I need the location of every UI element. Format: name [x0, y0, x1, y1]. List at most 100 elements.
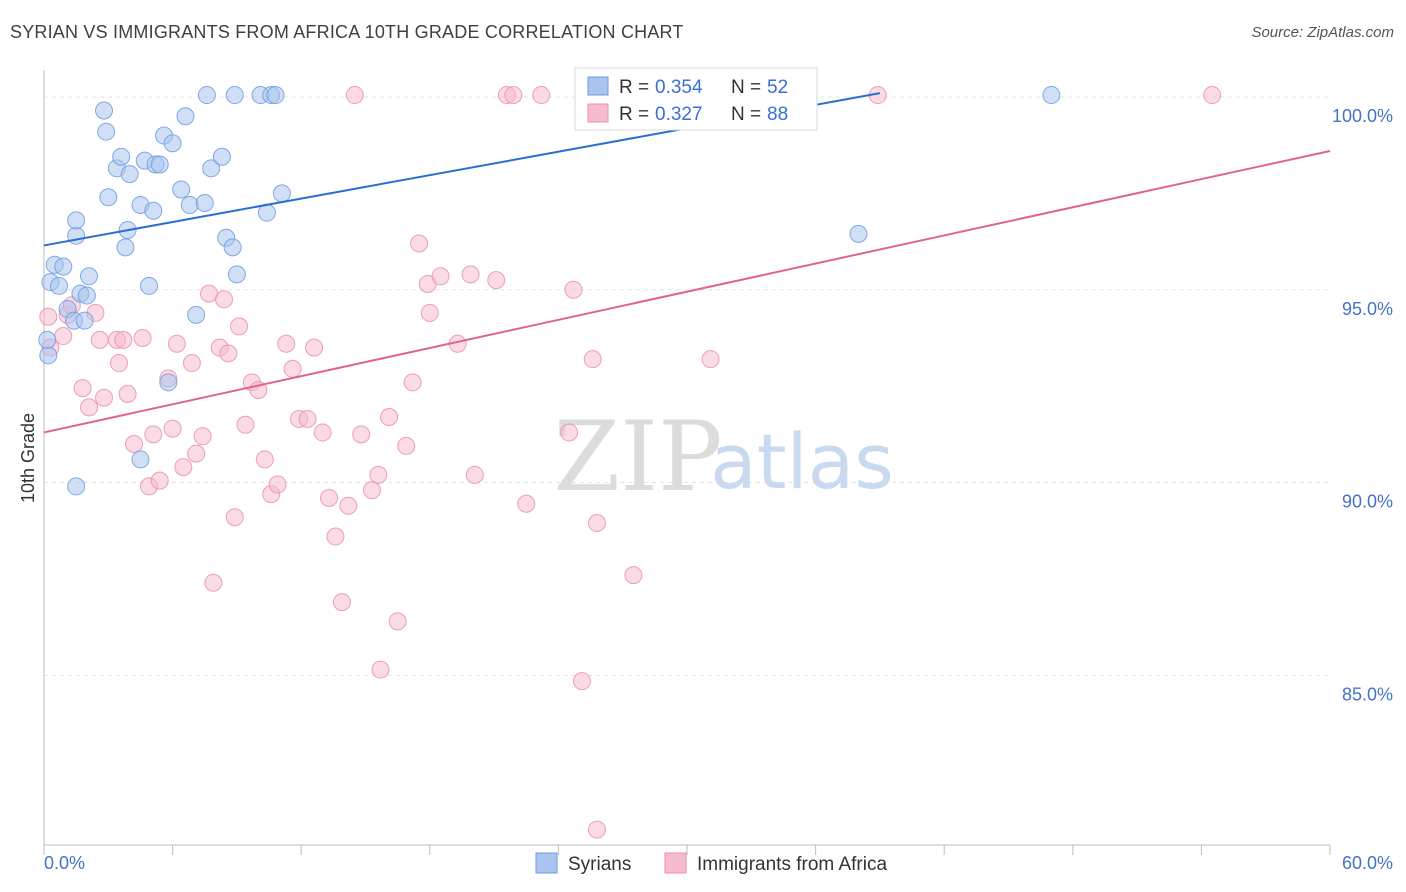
point-africa [125, 435, 144, 454]
point-africa [255, 450, 274, 469]
point-syrians [195, 194, 214, 213]
point-africa [420, 303, 439, 322]
point-africa [587, 820, 606, 839]
y-tick-label: 95.0% [1342, 299, 1393, 319]
point-africa [345, 86, 364, 105]
point-africa [465, 465, 484, 484]
point-syrians [50, 276, 69, 295]
chart-title: SYRIAN VS IMMIGRANTS FROM AFRICA 10TH GR… [10, 22, 684, 42]
point-syrians [187, 305, 206, 324]
stats-legend-box [574, 67, 818, 131]
watermark: ZIP atlas [553, 401, 893, 513]
point-syrians [54, 257, 73, 276]
point-africa [587, 514, 606, 533]
point-africa [339, 496, 358, 515]
trend-line-africa [43, 149, 1331, 434]
point-africa [268, 475, 287, 494]
point-syrians [849, 224, 868, 243]
point-syrians [1042, 86, 1061, 105]
point-africa [560, 423, 579, 442]
axes [43, 70, 1331, 855]
point-syrians [77, 286, 96, 305]
stats-r-value-africa: 0.327 [655, 104, 703, 125]
point-africa [332, 593, 351, 612]
point-syrians [75, 311, 94, 330]
point-syrians [67, 477, 86, 496]
point-africa [204, 573, 223, 592]
x-tick-labels: 0.0% 60.0% [44, 853, 1393, 873]
point-africa [110, 354, 129, 373]
point-africa [73, 379, 92, 398]
point-africa [532, 86, 551, 105]
point-africa [461, 265, 480, 284]
point-africa [572, 672, 591, 691]
point-africa [163, 419, 182, 438]
point-africa [305, 338, 324, 357]
point-syrians [159, 373, 178, 392]
point-africa [215, 290, 234, 309]
watermark-atlas: atlas [710, 417, 894, 506]
point-africa [144, 425, 163, 444]
point-africa [277, 334, 296, 353]
point-africa [133, 328, 152, 347]
point-syrians [38, 330, 57, 349]
point-africa [193, 427, 212, 446]
point-africa [90, 330, 109, 349]
y-tick-label: 100.0% [1332, 106, 1393, 126]
point-africa [583, 350, 602, 369]
legend-swatch-syrians [535, 852, 558, 874]
point-syrians [80, 267, 99, 286]
point-africa [388, 612, 407, 631]
point-syrians [116, 238, 135, 257]
point-syrians [112, 147, 131, 166]
point-africa [380, 408, 399, 427]
point-syrians [95, 101, 114, 120]
point-africa [298, 409, 317, 428]
point-africa [326, 527, 345, 546]
point-syrians [97, 122, 116, 141]
y-tick-labels: 100.0% 95.0% 90.0% 85.0% [1332, 106, 1393, 704]
point-africa [187, 444, 206, 463]
legend-label-africa: Immigrants from Africa [697, 854, 887, 875]
point-syrians [202, 159, 221, 178]
chart-source: Source: ZipAtlas.com [1251, 24, 1394, 41]
point-syrians [120, 165, 139, 184]
point-syrians [39, 346, 58, 365]
point-syrians [266, 86, 285, 105]
point-syrians [212, 147, 231, 166]
stats-r-value-syrians: 0.354 [655, 77, 703, 98]
point-africa [397, 436, 416, 455]
y-axis-label: 10th Grade [18, 413, 38, 503]
point-syrians [163, 134, 182, 153]
legend-label-syrians: Syrians [568, 854, 631, 875]
point-syrians [67, 226, 86, 245]
point-africa [362, 481, 381, 500]
stats-swatch-syrians [587, 76, 609, 96]
x-tick-label: 60.0% [1342, 853, 1393, 873]
point-africa [352, 425, 371, 444]
point-africa [624, 566, 643, 585]
point-africa [1203, 86, 1222, 105]
point-africa [403, 373, 422, 392]
point-africa [114, 330, 133, 349]
point-syrians [144, 201, 163, 220]
point-africa [54, 327, 73, 346]
point-africa [701, 350, 720, 369]
legend-swatch-africa [664, 852, 687, 874]
point-syrians [272, 184, 291, 203]
point-syrians [223, 238, 242, 257]
point-africa [167, 334, 186, 353]
point-syrians [67, 211, 86, 230]
point-africa [225, 508, 244, 527]
point-africa [236, 415, 255, 434]
point-africa [369, 465, 388, 484]
point-africa [320, 488, 339, 507]
stats-r-label-syrians: R = [619, 77, 649, 98]
stats-n-label-syrians: N = [731, 77, 761, 98]
bottom-legend: Syrians Immigrants from Africa [535, 852, 887, 875]
point-africa [487, 271, 506, 290]
point-syrians [225, 86, 244, 105]
gridlines [44, 96, 1330, 676]
stats-legend: R = 0.354 N = 52 R = 0.327 N = 88 [574, 67, 818, 131]
point-africa [150, 471, 169, 490]
